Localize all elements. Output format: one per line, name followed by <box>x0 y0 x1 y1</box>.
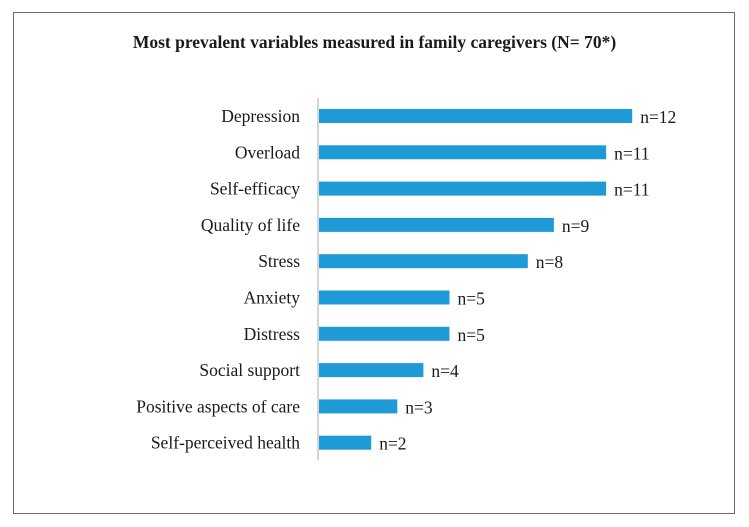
bar-depression <box>319 109 633 123</box>
value-label-distress: n=5 <box>458 325 486 345</box>
category-label-social-support: Social support <box>199 360 300 380</box>
value-label-social-support: n=4 <box>431 361 459 381</box>
value-labels-group: n=12 n=11 n=11 n=9 n=8 n=5 n=5 n=4 n=3 n=2 <box>379 107 676 454</box>
bar-distress <box>319 326 450 341</box>
category-label-distress: Distress <box>244 324 301 344</box>
bar-quality-of-life <box>319 217 554 232</box>
category-label-positive-aspects-of-care: Positive aspects of care <box>136 396 300 416</box>
value-label-self-efficacy: n=11 <box>614 180 649 200</box>
value-label-positive-aspects-of-care: n=3 <box>405 397 433 417</box>
bar-self-efficacy <box>319 181 607 196</box>
category-label-anxiety: Anxiety <box>244 288 301 308</box>
bar-stress <box>319 254 528 269</box>
category-label-overload: Overload <box>235 142 300 162</box>
bar-social-support <box>319 363 424 378</box>
value-label-depression: n=12 <box>640 107 676 127</box>
bar-anxiety <box>319 290 450 305</box>
value-label-overload: n=11 <box>614 143 649 163</box>
value-label-self-perceived-health: n=2 <box>379 434 406 454</box>
bar-overload <box>319 145 607 160</box>
category-label-depression: Depression <box>221 106 300 126</box>
category-label-quality-of-life: Quality of life <box>201 215 300 235</box>
category-label-self-efficacy: Self-efficacy <box>210 179 300 199</box>
bar-self-perceived-health <box>319 435 372 450</box>
value-label-quality-of-life: n=9 <box>562 216 590 236</box>
chart-title: Most prevalent variables measured in fam… <box>132 32 617 52</box>
category-labels-group: Depression Overload Self-efficacy Quality o… <box>136 106 300 453</box>
category-label-stress: Stress <box>258 251 300 271</box>
bar-positive-aspects-of-care <box>319 399 398 414</box>
value-label-stress: n=8 <box>536 252 564 272</box>
category-label-self-perceived-health: Self-perceived health <box>151 433 300 453</box>
value-label-anxiety: n=5 <box>458 289 486 309</box>
bars-group <box>319 109 633 450</box>
